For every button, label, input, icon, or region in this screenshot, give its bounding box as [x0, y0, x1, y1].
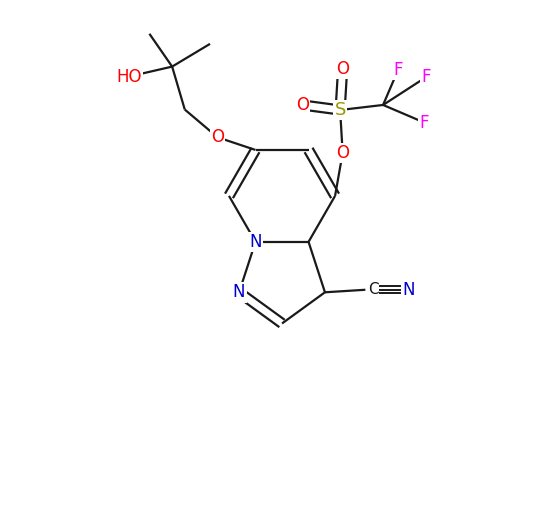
- Text: N: N: [249, 233, 262, 251]
- Text: N: N: [233, 283, 245, 301]
- Text: F: F: [421, 68, 431, 86]
- Text: N: N: [402, 281, 415, 299]
- Text: S: S: [334, 101, 346, 119]
- Text: F: F: [420, 114, 429, 132]
- Text: F: F: [394, 60, 403, 79]
- Text: O: O: [336, 144, 349, 162]
- Text: O: O: [336, 59, 349, 78]
- Text: O: O: [296, 96, 309, 114]
- Text: O: O: [211, 129, 224, 146]
- Text: C: C: [368, 282, 378, 297]
- Text: HO: HO: [116, 68, 142, 86]
